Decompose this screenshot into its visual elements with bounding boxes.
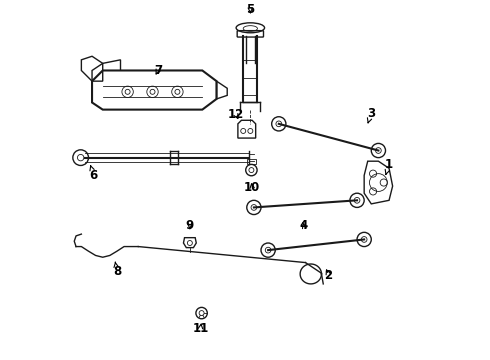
Text: 7: 7 <box>154 64 162 77</box>
Text: 6: 6 <box>90 166 98 182</box>
Text: 2: 2 <box>324 269 333 282</box>
Text: 3: 3 <box>367 107 375 123</box>
Text: 1: 1 <box>385 158 393 175</box>
Text: 8: 8 <box>113 262 121 278</box>
Text: 9: 9 <box>186 219 194 232</box>
Text: 12: 12 <box>228 108 244 121</box>
Text: 11: 11 <box>193 322 209 335</box>
Text: 10: 10 <box>244 181 260 194</box>
Text: 5: 5 <box>246 3 254 16</box>
Text: 4: 4 <box>299 219 308 232</box>
